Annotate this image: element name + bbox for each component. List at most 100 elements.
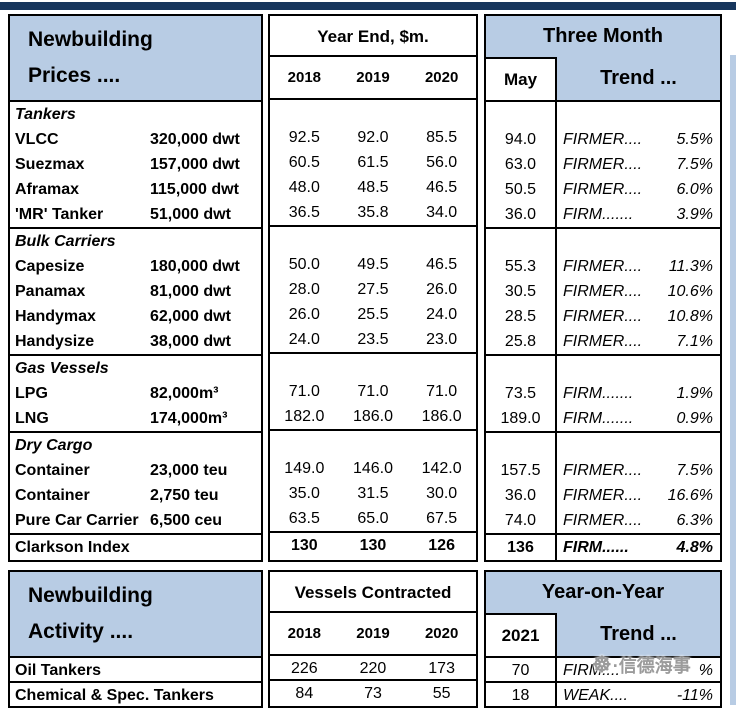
trend-row: 157.5 FIRMER.... 7.5% bbox=[486, 458, 720, 483]
vessel-row: LNG 174,000m³ bbox=[10, 406, 261, 431]
prices-yearend-panel: Year End, $m. 2018 2019 2020 92.5 92.0 85.… bbox=[268, 14, 478, 562]
price-cell: 92.0 bbox=[357, 129, 389, 146]
navy-top-rule bbox=[0, 2, 736, 10]
activity-title-line2: Activity .... bbox=[28, 620, 134, 643]
vessel-spec: 23,000 teu bbox=[150, 462, 228, 479]
year-col: 2018 bbox=[287, 69, 322, 86]
trend-label: FIRM.... bbox=[563, 662, 620, 679]
price-cell: 146.0 bbox=[352, 460, 393, 477]
page-edge-strip bbox=[730, 55, 736, 705]
vessel-spec: 6,500 ceu bbox=[150, 512, 223, 529]
section-title: Bulk Carriers bbox=[15, 233, 116, 250]
price-row: 50.0 49.5 46.5 bbox=[270, 252, 476, 277]
current-value: 55.3 bbox=[486, 254, 557, 279]
trend-label: FIRM....... bbox=[563, 385, 634, 402]
vessel-row: Panamax 81,000 dwt bbox=[10, 279, 261, 304]
price-cell: 35.0 bbox=[288, 485, 320, 502]
current-value: 73.5 bbox=[486, 381, 557, 406]
price-cell: 35.8 bbox=[357, 204, 389, 221]
price-cell: 27.5 bbox=[357, 281, 389, 298]
price-row: 63.5 65.0 67.5 bbox=[270, 506, 476, 531]
trend-row: 50.5 FIRMER.... 6.0% bbox=[486, 177, 720, 202]
price-cell: 186.0 bbox=[421, 408, 462, 425]
price-cell: 24.0 bbox=[426, 306, 458, 323]
vessel-name: Pure Car Carrier bbox=[15, 512, 139, 529]
price-cell: 71.0 bbox=[288, 383, 320, 400]
current-month-col: May bbox=[486, 57, 557, 100]
prices-trend-panel: Three Month May Trend ... 94.0 FIRMER....… bbox=[484, 14, 722, 562]
price-cell: 50.0 bbox=[288, 256, 320, 273]
year-col: 2020 bbox=[424, 625, 459, 642]
vessel-row: 'MR' Tanker 51,000 dwt bbox=[10, 202, 261, 227]
price-cell: 65.0 bbox=[357, 510, 389, 527]
trend-row: 36.0 FIRMER.... 16.6% bbox=[486, 483, 720, 508]
vessel-spec: 320,000 dwt bbox=[150, 131, 240, 148]
price-cell: 71.0 bbox=[426, 383, 458, 400]
trend-pct: 7.5% bbox=[676, 156, 713, 173]
newbuilding-prices-table: Newbuilding Prices .... Tankers VLCC 320,… bbox=[8, 14, 722, 562]
vessel-name: VLCC bbox=[15, 131, 59, 148]
price-cell: 61.5 bbox=[357, 154, 389, 171]
trend-row: 55.3 FIRMER.... 11.3% bbox=[486, 254, 720, 279]
current-value: 136 bbox=[486, 535, 557, 560]
vessel-name: Panamax bbox=[15, 283, 86, 300]
activity-contracted-panel: Vessels Contracted 2018 2019 2020 226 220… bbox=[268, 570, 478, 708]
count-cell: 173 bbox=[428, 660, 455, 677]
vessel-spec: 62,000 dwt bbox=[150, 308, 231, 325]
vessel-row: Container 23,000 teu bbox=[10, 458, 261, 483]
trend-label: FIRM....... bbox=[563, 206, 634, 223]
price-cell: 67.5 bbox=[426, 510, 458, 527]
trend-pct: -11% bbox=[676, 687, 713, 704]
current-value: 63.0 bbox=[486, 152, 557, 177]
price-cell: 30.0 bbox=[426, 485, 458, 502]
activity-labels-panel: Newbuilding Activity .... Oil Tankers Ch… bbox=[8, 570, 263, 708]
price-row: 48.0 48.5 46.5 bbox=[270, 175, 476, 200]
contracted-row: 84 73 55 bbox=[270, 679, 476, 704]
vessel-spec: 180,000 dwt bbox=[150, 258, 240, 275]
yoy-header: Year-on-Year 2021 Trend ... bbox=[486, 572, 720, 656]
price-row: 92.5 92.0 85.5 bbox=[270, 125, 476, 150]
price-row: 28.0 27.5 26.0 bbox=[270, 277, 476, 302]
current-value: 36.0 bbox=[486, 483, 557, 508]
trend-label: FIRMER.... bbox=[563, 487, 643, 504]
vessel-row: Handysize 38,000 dwt bbox=[10, 329, 261, 354]
trend-label: FIRMER.... bbox=[563, 462, 643, 479]
current-value: 74.0 bbox=[486, 508, 557, 533]
vessel-row: Aframax 115,000 dwt bbox=[10, 177, 261, 202]
vessel-spec: 51,000 dwt bbox=[150, 206, 231, 223]
price-cell: 23.5 bbox=[357, 331, 389, 348]
trend-row: 36.0 FIRM....... 3.9% bbox=[486, 202, 720, 227]
activity-title-block: Newbuilding Activity .... bbox=[10, 572, 261, 656]
activity-row-label: Chemical & Spec. Tankers bbox=[10, 681, 261, 706]
trend-label: FIRMER.... bbox=[563, 131, 643, 148]
trend-col: Trend ... bbox=[600, 623, 677, 645]
prices-labels-panel: Newbuilding Prices .... Tankers VLCC 320,… bbox=[8, 14, 263, 562]
price-cell: 48.5 bbox=[357, 179, 389, 196]
trend-pct: 7.5% bbox=[676, 462, 713, 479]
year-col: 2019 bbox=[356, 69, 390, 86]
section-tankers: Tankers VLCC 320,000 dwt Suezmax 157,000 d… bbox=[10, 100, 261, 227]
trend-label: FIRMER.... bbox=[563, 156, 643, 173]
trend-header: Three Month May Trend ... bbox=[486, 16, 720, 100]
price-cell: 26.0 bbox=[288, 306, 320, 323]
trend-label: FIRM....... bbox=[563, 410, 634, 427]
trend-row: 30.5 FIRMER.... 10.6% bbox=[486, 279, 720, 304]
price-row: 35.0 31.5 30.0 bbox=[270, 481, 476, 506]
count-cell: 220 bbox=[359, 660, 387, 677]
count-cell: 55 bbox=[432, 685, 451, 702]
vessel-name: 'MR' Tanker bbox=[15, 206, 104, 223]
vessel-row: Container 2,750 teu bbox=[10, 483, 261, 508]
year-col: 2019 bbox=[356, 625, 390, 642]
prices-title-line1: Newbuilding bbox=[28, 28, 153, 51]
vessel-name: Container bbox=[15, 462, 90, 479]
trend-label: FIRMER.... bbox=[563, 258, 643, 275]
trend-pct: 6.0% bbox=[676, 181, 713, 198]
price-cell: 36.5 bbox=[288, 204, 320, 221]
price-cell: 46.5 bbox=[426, 256, 458, 273]
trend-row: 63.0 FIRMER.... 7.5% bbox=[486, 152, 720, 177]
prices-title-block: Newbuilding Prices .... bbox=[10, 16, 261, 100]
trend-label: FIRMER.... bbox=[563, 181, 643, 198]
price-row: 60.5 61.5 56.0 bbox=[270, 150, 476, 175]
current-value: 94.0 bbox=[486, 127, 557, 152]
year-col: 2020 bbox=[424, 69, 459, 86]
